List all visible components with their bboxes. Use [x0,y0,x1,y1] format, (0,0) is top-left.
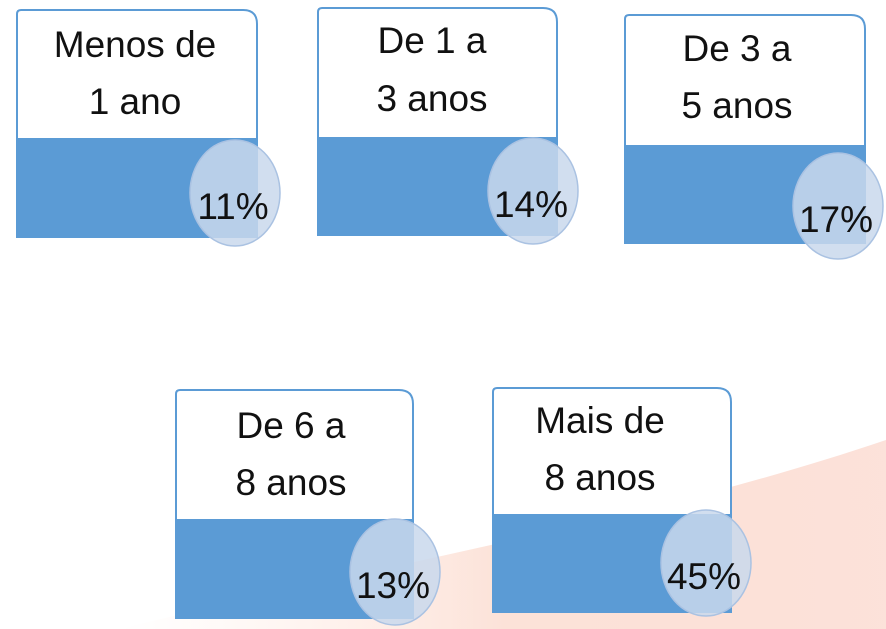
cards: Menos de 1 ano 11% De 1 a 3 anos 14% De 3 a 5 a… [16,7,884,626]
percent-bubble [349,518,441,626]
card-label: Menos de [54,24,217,65]
card-label: De 3 a [682,28,791,69]
percent-bubble [792,152,884,260]
percent-bubble [487,137,579,245]
card-label: De 6 a [236,405,345,446]
card-label: De 1 a [377,20,486,61]
percent-label: 13% [356,565,430,606]
card-label: 1 ano [89,81,182,122]
card-label: 5 anos [681,85,792,126]
card-label: 8 anos [544,457,655,498]
percent-label: 17% [799,199,873,240]
percent-bubble [189,139,281,247]
percent-label: 45% [667,556,741,597]
card-label: Mais de [535,400,665,441]
card-label: 8 anos [235,462,346,503]
percent-label: 14% [494,184,568,225]
percent-bubble [660,509,752,617]
card-label: 3 anos [376,78,487,119]
percent-label: 11% [197,186,268,227]
